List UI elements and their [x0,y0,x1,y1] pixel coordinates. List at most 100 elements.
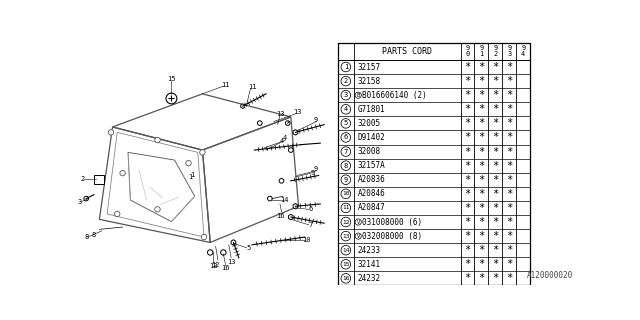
Text: *: * [465,259,470,269]
Text: *: * [465,217,470,227]
Text: 3: 3 [78,199,82,205]
Text: 9: 9 [314,166,318,172]
Text: 8: 8 [84,234,88,240]
Text: *: * [506,104,513,114]
Circle shape [207,250,213,255]
Text: 15: 15 [167,76,176,82]
Text: *: * [465,76,470,86]
Text: A20847: A20847 [358,204,385,212]
Text: 9
1: 9 1 [479,45,484,58]
Text: *: * [478,161,484,171]
Text: *: * [478,259,484,269]
Text: *: * [478,245,484,255]
Text: 8: 8 [92,232,96,238]
Text: *: * [506,76,513,86]
Text: 2: 2 [80,176,84,182]
Text: 9: 9 [314,117,318,123]
Text: 12: 12 [209,262,218,268]
Text: *: * [465,147,470,156]
Text: 32008: 32008 [358,147,381,156]
Text: 5: 5 [344,120,348,126]
Text: *: * [478,132,484,142]
Text: *: * [506,189,513,199]
Polygon shape [231,240,236,245]
Text: 4: 4 [344,106,348,112]
Text: *: * [478,62,484,72]
Text: *: * [465,132,470,142]
Text: V: V [356,220,360,225]
Polygon shape [241,104,244,108]
FancyBboxPatch shape [93,175,104,184]
Text: *: * [492,132,499,142]
Text: B: B [356,93,360,98]
Text: *: * [492,118,499,128]
Text: *: * [465,90,470,100]
Text: 12: 12 [211,262,220,268]
Text: 9
3: 9 3 [508,45,511,58]
Text: *: * [492,161,499,171]
Polygon shape [293,204,298,209]
Text: *: * [506,132,513,142]
Text: 4: 4 [280,138,284,144]
Text: 13: 13 [227,260,236,265]
Text: 24232: 24232 [358,274,381,283]
Text: *: * [506,147,513,156]
Text: *: * [465,273,470,284]
Text: 5: 5 [246,245,250,251]
Circle shape [279,179,284,183]
Text: *: * [478,118,484,128]
Text: 11: 11 [342,205,349,211]
Circle shape [200,150,205,155]
Text: *: * [506,273,513,284]
Text: 9
0: 9 0 [465,45,470,58]
Text: B016606140 (2): B016606140 (2) [362,91,427,100]
Text: *: * [478,147,484,156]
Text: 032008000 (8): 032008000 (8) [362,232,422,241]
Circle shape [155,207,160,212]
Text: *: * [492,245,499,255]
Text: 11: 11 [221,82,230,88]
Text: 6: 6 [344,134,348,140]
Text: *: * [506,118,513,128]
Bar [338,43,531,285]
Text: *: * [506,203,513,213]
Circle shape [186,160,191,166]
Text: *: * [465,245,470,255]
Text: 3: 3 [344,92,348,98]
Text: *: * [492,189,499,199]
Text: 13: 13 [342,234,349,239]
Text: 14: 14 [280,197,289,203]
Text: 16: 16 [276,213,284,219]
Text: 16: 16 [221,265,230,271]
Text: *: * [506,231,513,241]
Text: *: * [492,203,499,213]
Text: 32157A: 32157A [358,161,385,170]
Text: 32158: 32158 [358,76,381,85]
Text: *: * [506,245,513,255]
Circle shape [115,211,120,217]
Circle shape [84,196,88,201]
Text: *: * [478,203,484,213]
Text: 4: 4 [283,135,287,141]
Text: *: * [506,62,513,72]
Text: 24233: 24233 [358,246,381,255]
Text: A20846: A20846 [358,189,385,198]
Text: 16: 16 [342,276,349,281]
Text: *: * [478,175,484,185]
Text: 13: 13 [293,109,301,115]
Text: 13: 13 [276,111,284,117]
Text: 15: 15 [342,262,349,267]
Circle shape [289,148,293,152]
Text: A120000020: A120000020 [527,271,573,280]
Text: *: * [506,217,513,227]
Circle shape [120,171,125,176]
Text: 9
4: 9 4 [521,45,525,58]
Text: *: * [492,259,499,269]
Polygon shape [293,130,298,135]
Text: *: * [465,104,470,114]
Text: 1: 1 [344,64,348,70]
Circle shape [285,121,290,125]
Text: 8: 8 [344,163,348,169]
Polygon shape [289,214,293,220]
Text: *: * [465,62,470,72]
